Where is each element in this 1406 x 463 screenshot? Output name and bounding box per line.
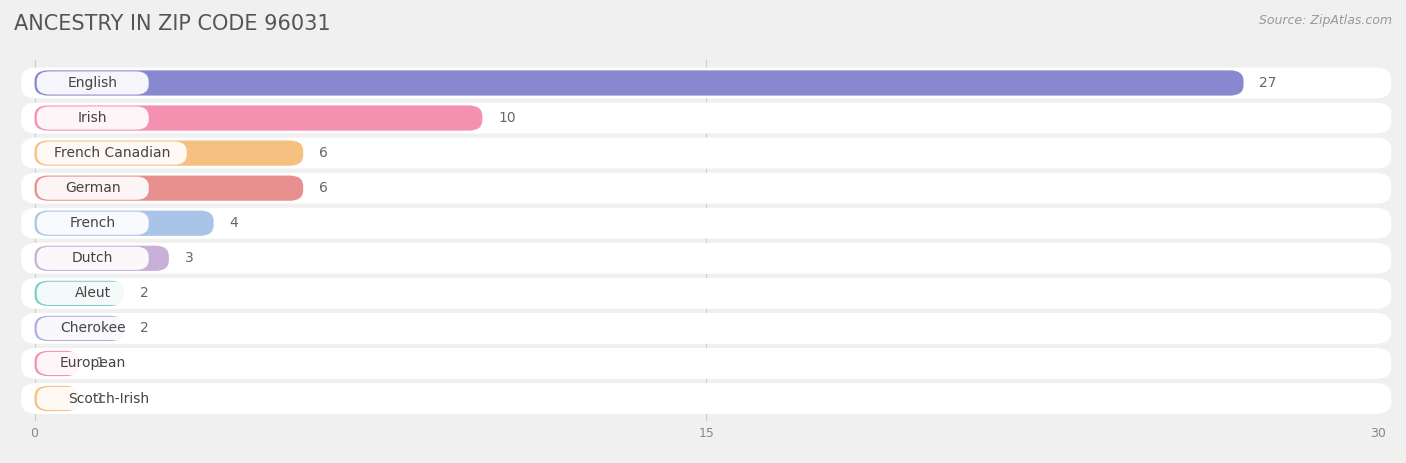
Text: Dutch: Dutch	[72, 251, 114, 265]
Text: 1: 1	[96, 357, 104, 370]
FancyBboxPatch shape	[35, 281, 124, 306]
Text: French Canadian: French Canadian	[53, 146, 170, 160]
FancyBboxPatch shape	[35, 175, 304, 201]
Text: 2: 2	[139, 321, 149, 335]
FancyBboxPatch shape	[35, 316, 124, 341]
Text: Aleut: Aleut	[75, 286, 111, 300]
FancyBboxPatch shape	[21, 103, 1392, 133]
FancyBboxPatch shape	[35, 106, 482, 131]
FancyBboxPatch shape	[37, 247, 149, 270]
FancyBboxPatch shape	[21, 138, 1392, 169]
FancyBboxPatch shape	[21, 313, 1392, 344]
Text: 10: 10	[498, 111, 516, 125]
Text: Source: ZipAtlas.com: Source: ZipAtlas.com	[1258, 14, 1392, 27]
FancyBboxPatch shape	[37, 176, 149, 200]
Text: European: European	[59, 357, 127, 370]
Text: 1: 1	[96, 392, 104, 406]
FancyBboxPatch shape	[35, 211, 214, 236]
FancyBboxPatch shape	[37, 142, 187, 165]
Text: ANCESTRY IN ZIP CODE 96031: ANCESTRY IN ZIP CODE 96031	[14, 14, 330, 34]
FancyBboxPatch shape	[21, 208, 1392, 238]
Text: 27: 27	[1260, 76, 1277, 90]
FancyBboxPatch shape	[35, 140, 304, 166]
Text: English: English	[67, 76, 118, 90]
Text: 6: 6	[319, 181, 328, 195]
FancyBboxPatch shape	[21, 243, 1392, 274]
Text: 3: 3	[184, 251, 193, 265]
FancyBboxPatch shape	[21, 173, 1392, 204]
Text: Cherokee: Cherokee	[60, 321, 125, 335]
FancyBboxPatch shape	[21, 383, 1392, 414]
Text: Irish: Irish	[77, 111, 107, 125]
Text: 2: 2	[139, 286, 149, 300]
Text: German: German	[65, 181, 121, 195]
FancyBboxPatch shape	[35, 386, 79, 411]
Text: French: French	[70, 216, 115, 230]
FancyBboxPatch shape	[21, 278, 1392, 309]
FancyBboxPatch shape	[37, 352, 149, 375]
FancyBboxPatch shape	[21, 68, 1392, 99]
FancyBboxPatch shape	[37, 317, 149, 340]
FancyBboxPatch shape	[37, 282, 149, 305]
FancyBboxPatch shape	[35, 70, 1243, 95]
Text: 4: 4	[229, 216, 238, 230]
FancyBboxPatch shape	[37, 387, 180, 410]
FancyBboxPatch shape	[35, 351, 79, 376]
FancyBboxPatch shape	[21, 348, 1392, 379]
FancyBboxPatch shape	[37, 106, 149, 130]
FancyBboxPatch shape	[37, 212, 149, 235]
FancyBboxPatch shape	[35, 246, 169, 271]
FancyBboxPatch shape	[37, 71, 149, 94]
Text: Scotch-Irish: Scotch-Irish	[67, 392, 149, 406]
Text: 6: 6	[319, 146, 328, 160]
